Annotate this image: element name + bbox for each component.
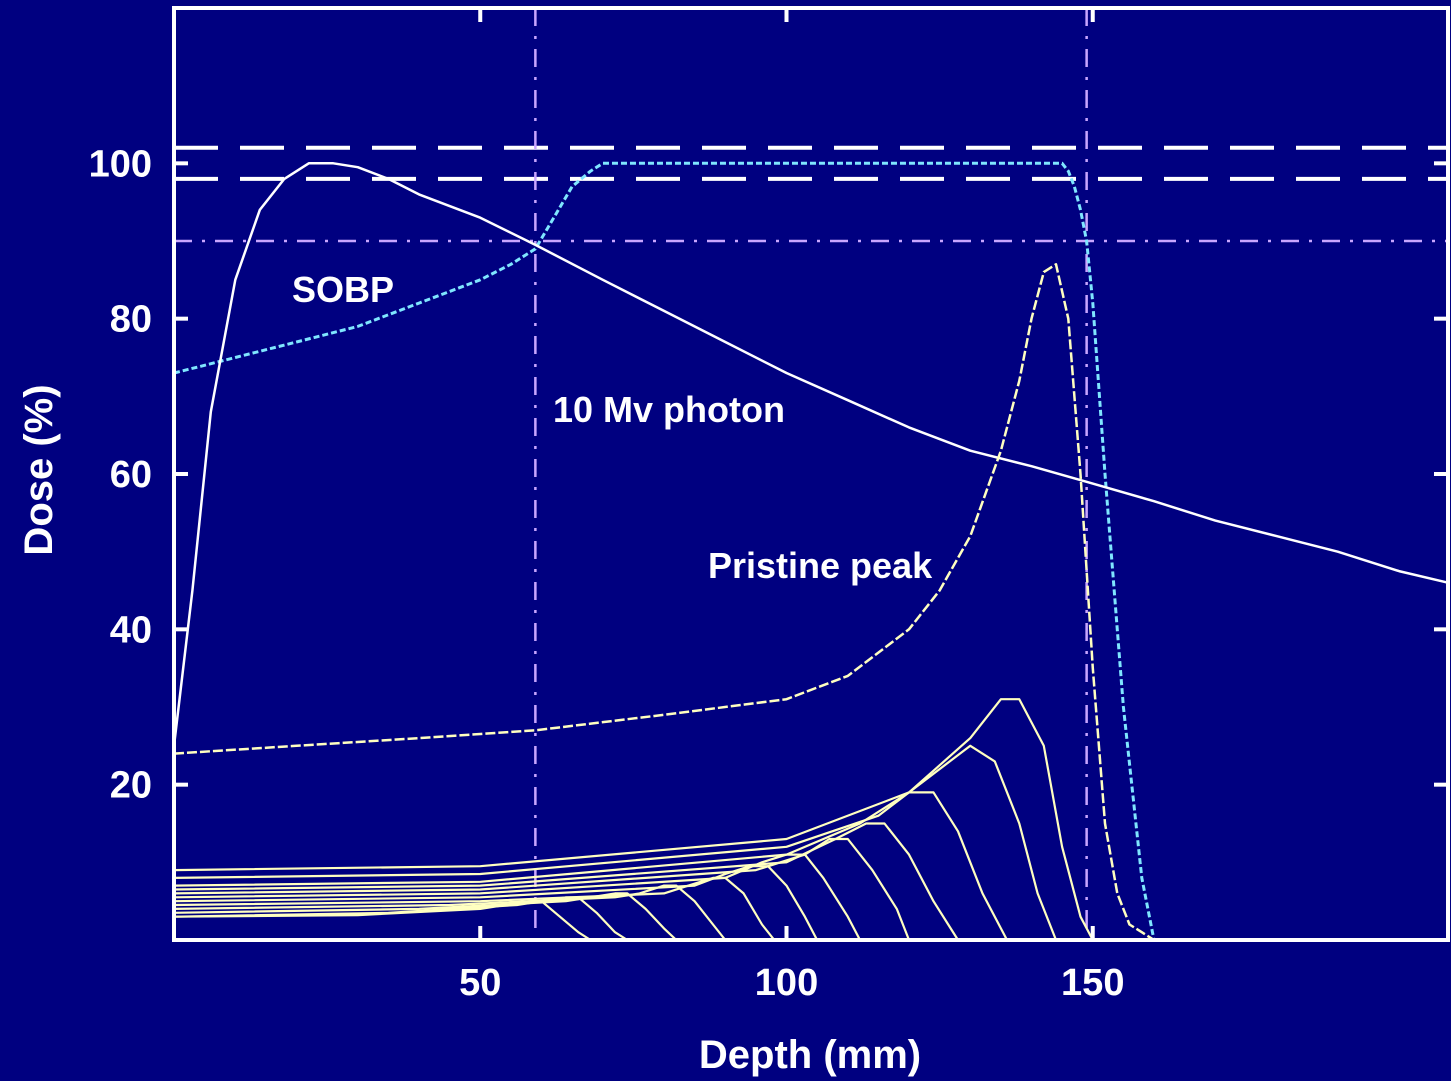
x-tick-label: 100 [755, 962, 818, 1004]
y-tick-label: 20 [110, 765, 152, 807]
x-axis-title: Depth (mm) [699, 1033, 921, 1077]
annotation-sobp: SOBP [292, 269, 394, 310]
series-pristine-component-8 [173, 853, 861, 941]
annotation-pristine: Pristine peak [708, 545, 933, 586]
series-layer [172, 161, 1449, 942]
series-pristine-component-14 [173, 900, 592, 941]
y-tick-label: 60 [110, 454, 152, 496]
y-tick-label: 100 [89, 143, 152, 185]
axis-ticks [174, 8, 1448, 940]
series-pristine-component-4 [173, 744, 1058, 941]
series-pristine-component-13 [173, 896, 628, 941]
x-tick-label: 50 [459, 962, 501, 1004]
series-pristine-component-7 [173, 837, 911, 941]
series-sobp [173, 161, 1156, 941]
series-pristine-component-10 [173, 876, 776, 941]
y-axis-title: Dose (%) [17, 384, 61, 555]
series-pristine-component-9 [173, 865, 819, 941]
x-tick-label: 150 [1061, 962, 1124, 1004]
series-pristine-component-12 [173, 892, 678, 941]
tick-labels: 50 100 150 20 40 60 80 100 [89, 143, 1125, 1004]
y-tick-label: 40 [110, 609, 152, 651]
series-pristine-component-11 [173, 884, 727, 941]
y-tick-label: 80 [110, 299, 152, 341]
series-pristine-component-3 [173, 698, 1094, 941]
series-pristine-component-6 [173, 822, 959, 941]
series-pristine-component-5 [173, 791, 1008, 941]
annotation-photon: 10 Mv photon [553, 389, 785, 430]
series-10-mv-photon [172, 162, 1449, 746]
series-pristine-peak [173, 263, 1155, 942]
